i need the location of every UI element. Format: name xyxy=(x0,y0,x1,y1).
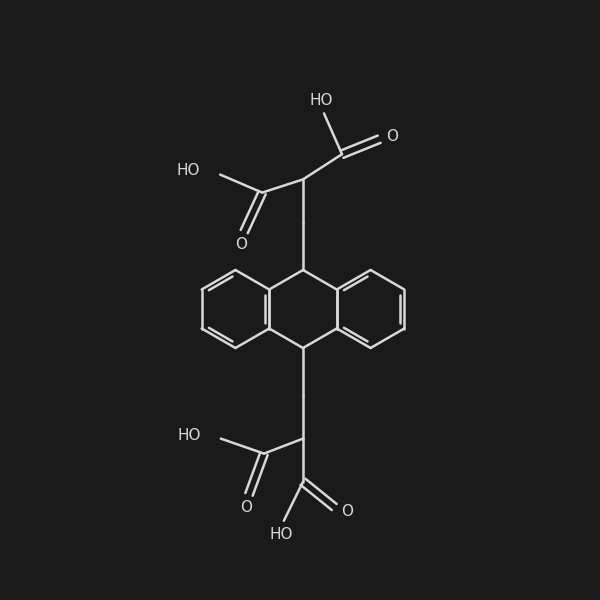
Text: HO: HO xyxy=(178,428,201,443)
Text: HO: HO xyxy=(269,527,293,542)
Text: O: O xyxy=(240,500,252,515)
Text: O: O xyxy=(386,129,398,144)
Text: HO: HO xyxy=(309,92,333,107)
Text: HO: HO xyxy=(177,163,200,178)
Text: O: O xyxy=(235,237,247,252)
Text: O: O xyxy=(341,504,353,520)
